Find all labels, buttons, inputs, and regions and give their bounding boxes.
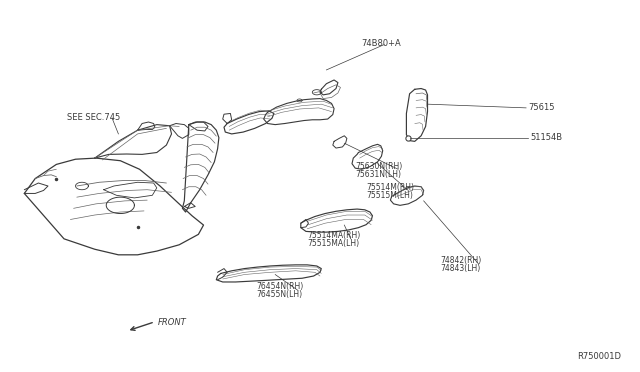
Text: 76454N(RH): 76454N(RH) — [256, 282, 303, 291]
Text: SEE SEC.745: SEE SEC.745 — [67, 113, 120, 122]
Text: 75631N(LH): 75631N(LH) — [355, 170, 401, 179]
Text: 75630N(RH): 75630N(RH) — [355, 162, 403, 171]
Text: 74843(LH): 74843(LH) — [440, 264, 481, 273]
Text: 75615: 75615 — [528, 103, 554, 112]
Text: 75514M(RH): 75514M(RH) — [366, 183, 414, 192]
Text: 76455N(LH): 76455N(LH) — [256, 290, 302, 299]
Text: 75515MA(LH): 75515MA(LH) — [307, 239, 359, 248]
Text: 51154B: 51154B — [530, 133, 562, 142]
Text: FRONT: FRONT — [158, 318, 187, 327]
Text: 74842(RH): 74842(RH) — [440, 256, 481, 265]
Text: 74B80+A: 74B80+A — [362, 39, 401, 48]
Text: R750001D: R750001D — [577, 352, 621, 361]
Text: 75514MA(RH): 75514MA(RH) — [307, 231, 360, 240]
Text: 75515M(LH): 75515M(LH) — [366, 191, 413, 200]
